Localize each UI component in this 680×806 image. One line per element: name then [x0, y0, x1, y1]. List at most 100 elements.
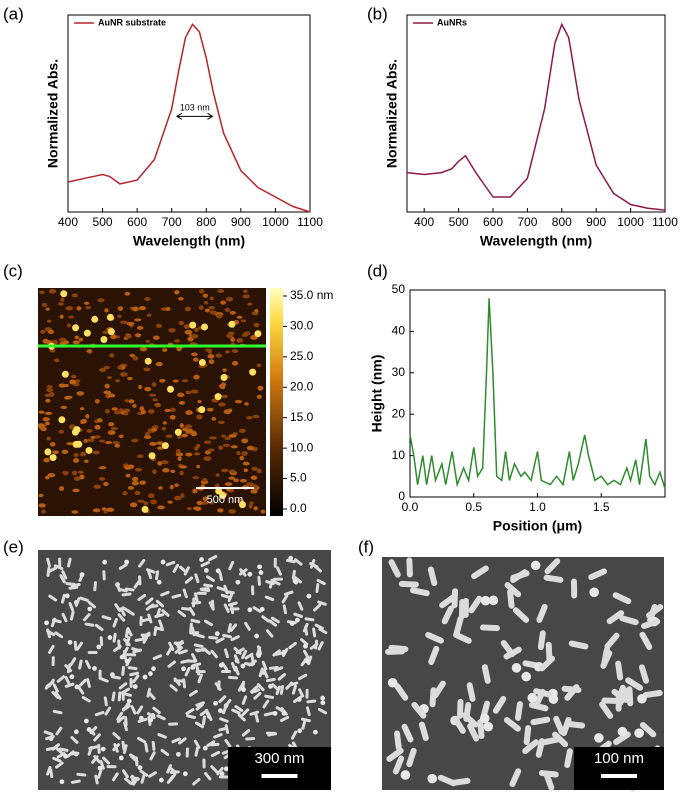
particle: [94, 424, 101, 430]
particle: [204, 348, 213, 353]
nanorod: [216, 586, 227, 592]
nanorod: [184, 576, 194, 584]
nanorod: [398, 580, 419, 588]
nanorod: [99, 636, 104, 647]
nanorod: [247, 659, 257, 667]
y-axis-label: Normalized Abs.: [45, 59, 61, 168]
nanorod: [318, 627, 328, 635]
particle: [253, 322, 260, 328]
particle: [184, 424, 192, 429]
nanorod: [129, 671, 140, 677]
particle: [70, 374, 77, 379]
particle: [72, 340, 80, 345]
nanorod: [298, 688, 305, 698]
particle: [81, 418, 87, 424]
nanorod: [646, 604, 664, 619]
nanorod: [157, 733, 167, 739]
nanorod: [94, 774, 99, 785]
y-axis-label: Normalized Abs.: [384, 59, 400, 168]
nanorod: [411, 701, 427, 719]
particle: [179, 470, 184, 476]
nanorod: [64, 675, 71, 686]
nanorod: [291, 569, 296, 580]
nanorod: [271, 579, 281, 586]
particle: [218, 402, 226, 407]
x-tick-label: 0.5: [465, 500, 482, 514]
particle: [58, 337, 67, 342]
nanorod: [293, 612, 303, 618]
particle: [169, 484, 174, 490]
particle: [521, 671, 532, 682]
particle: [47, 473, 56, 478]
particle: [67, 639, 73, 645]
particle: [196, 414, 203, 420]
particle: [168, 328, 176, 333]
particle: [150, 499, 157, 505]
nanorod: [102, 756, 110, 765]
particle: [85, 306, 92, 310]
nanorod: [230, 661, 237, 672]
nanorod: [192, 777, 201, 786]
nanorod: [279, 715, 290, 723]
nanorod: [298, 673, 308, 681]
particle: [124, 399, 130, 403]
particle: [107, 376, 112, 380]
nanorod: [81, 695, 91, 703]
particle: [120, 320, 128, 324]
particle: [174, 290, 180, 295]
nanorod: [250, 585, 255, 596]
nanorod: [241, 729, 251, 737]
particle: [225, 296, 234, 302]
particle: [54, 358, 60, 363]
nanorod: [401, 723, 414, 743]
particle: [246, 416, 253, 420]
particle: [52, 450, 59, 455]
particle: [272, 710, 278, 716]
particle: [188, 428, 194, 434]
nanorod: [241, 708, 250, 717]
nanorod: [306, 699, 317, 704]
particle: [178, 297, 184, 301]
nanorod: [69, 751, 80, 756]
y-tick-label: 10: [392, 448, 406, 462]
particle: [479, 713, 490, 724]
nanorod: [74, 597, 81, 607]
particle: [156, 579, 162, 585]
nanorod: [186, 714, 196, 719]
nanorod: [69, 610, 75, 621]
nanorod: [200, 561, 210, 568]
nanorod: [204, 772, 212, 781]
colorbar-label: 15.0: [290, 410, 314, 424]
particle: [73, 729, 79, 735]
nanorod: [303, 649, 310, 659]
nanorod: [619, 615, 639, 626]
particle: [304, 658, 310, 664]
particle: [256, 363, 262, 368]
particle: [213, 700, 218, 706]
particle: [637, 693, 647, 704]
nanorod: [615, 660, 624, 681]
nanorod: [285, 681, 293, 690]
particle: [139, 406, 145, 411]
nanorod: [457, 698, 464, 719]
particle: [209, 501, 214, 505]
particle: [204, 450, 211, 455]
particle: [136, 454, 144, 458]
nanorod: [54, 631, 64, 639]
nanorod: [122, 769, 129, 779]
nanorod: [93, 581, 97, 592]
particle: [64, 384, 69, 388]
nanorod: [194, 746, 199, 757]
particle: [244, 402, 249, 406]
nanorod: [43, 730, 54, 736]
nanorod: [492, 695, 507, 714]
nanorod: [155, 599, 165, 608]
particle: [99, 439, 106, 443]
particle: [170, 469, 176, 473]
nanorod: [178, 737, 187, 745]
nanorod: [50, 617, 57, 628]
particle: [176, 347, 182, 352]
nanorod: [165, 560, 176, 567]
nanorod: [129, 678, 133, 689]
nanorod: [172, 563, 180, 573]
